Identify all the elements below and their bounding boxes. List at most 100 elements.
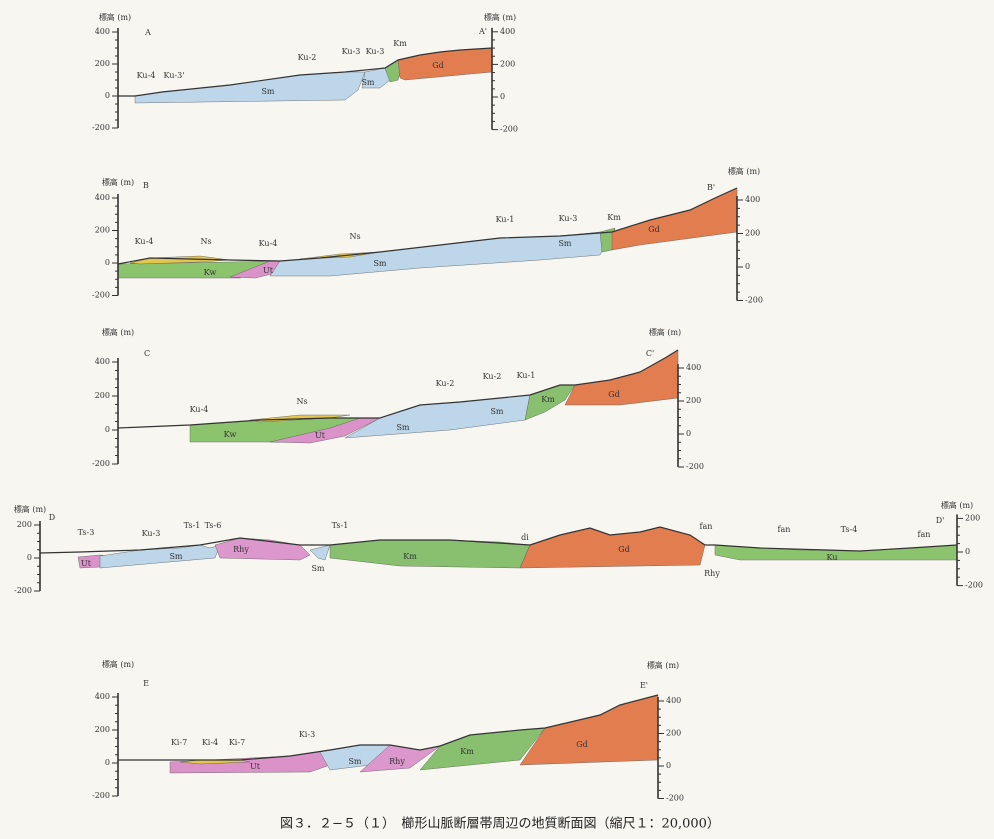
unit-label: Ku-3: [559, 214, 578, 223]
section-end: D': [936, 516, 945, 525]
unit-label: Ku-1: [496, 215, 515, 224]
unit-label: Ku-4: [190, 405, 209, 414]
unit-label: Ts-1: [332, 521, 349, 530]
axis-label: 標高 (m): [102, 327, 134, 337]
unit-label: Km: [403, 552, 417, 561]
section-end: D: [49, 513, 55, 522]
ground-surface: [117, 349, 679, 429]
rock-unit: [344, 394, 531, 439]
unit-label: fan: [778, 525, 791, 534]
tick-label: -200: [92, 123, 110, 132]
tick-label: 400: [745, 195, 760, 204]
section-end: A: [144, 28, 151, 37]
tick-label: -200: [500, 125, 518, 134]
tick-label: 200: [95, 59, 110, 68]
tick-label: 200: [745, 229, 760, 238]
section-end: E: [143, 679, 149, 688]
unit-label: Ki-7: [229, 738, 245, 747]
tick-label: 400: [95, 193, 110, 202]
rock-unit: [309, 544, 331, 561]
unit-label: Ns: [349, 232, 360, 241]
section-end: C': [646, 349, 654, 358]
axis-label: 標高 (m): [102, 659, 134, 669]
unit-label: Ku-3: [366, 47, 385, 56]
axis-label: 標高 (m): [941, 500, 973, 510]
unit-label: Ku-4: [259, 239, 278, 248]
unit-label: Gd: [576, 740, 588, 749]
unit-label: Ts-4: [841, 525, 858, 534]
tick-label: -200: [686, 462, 704, 471]
unit-label: Sm: [261, 87, 274, 96]
tick-label: 400: [95, 27, 110, 36]
unit-label: Ku-3': [164, 71, 185, 80]
rock-unit: [397, 47, 493, 81]
caption: 図３．２−５（１） 櫛形山脈断層帯周辺の地質断面図（縮尺１：20,000）: [280, 816, 720, 832]
unit-label: Gd: [608, 390, 620, 399]
unit-label: Ut: [81, 559, 92, 568]
unit-label: Km: [393, 39, 407, 48]
unit-label: Ut: [315, 431, 326, 440]
tick-label: 200: [95, 391, 110, 400]
tick-label: 0: [105, 258, 110, 267]
rock-unit: [519, 526, 706, 569]
rock-unit: [329, 539, 531, 569]
ground-surface: [118, 694, 659, 761]
tick-label: -200: [92, 459, 110, 468]
unit-label: Sm: [361, 78, 374, 87]
unit-label: Sm: [373, 259, 386, 268]
ground-surface: [118, 47, 493, 97]
unit-label: Sm: [311, 564, 324, 573]
unit-label: fan: [918, 530, 931, 539]
tick-label: -200: [965, 581, 983, 590]
tick-label: -200: [92, 791, 110, 800]
unit-label: Km: [607, 213, 621, 222]
section-end: B: [143, 181, 149, 190]
ground-surface: [117, 187, 738, 265]
unit-label: fan: [700, 522, 713, 531]
axis-label: 標高 (m): [484, 12, 516, 22]
tick-label: 200: [17, 520, 32, 529]
tick-label: 400: [666, 696, 681, 705]
tick-label: 200: [965, 513, 980, 522]
section-end: E': [640, 681, 648, 690]
unit-label: Ki-3: [299, 730, 315, 739]
unit-label: Kw: [204, 268, 217, 277]
axis-label: 標高 (m): [14, 504, 46, 514]
unit-label: Sm: [396, 423, 409, 432]
unit-label: Gd: [432, 61, 444, 70]
axis-label: 標高 (m): [649, 327, 681, 337]
tick-label: -200: [14, 586, 32, 595]
unit-label: Ku-1: [517, 371, 536, 380]
tick-label: 0: [745, 262, 750, 271]
tick-label: 0: [105, 758, 110, 767]
unit-label: Ki-7: [171, 738, 187, 747]
tick-label: 200: [95, 226, 110, 235]
tick-label: -200: [745, 296, 763, 305]
unit-label: Gd: [648, 225, 660, 234]
tick-label: 200: [95, 725, 110, 734]
unit-label: Ku-3: [342, 47, 361, 56]
unit-label: Kw: [224, 430, 237, 439]
unit-label: di: [521, 533, 529, 542]
unit-label: Rhy: [389, 757, 405, 766]
axis-label: 標高 (m): [647, 660, 679, 670]
unit-label: Ku-2: [298, 53, 317, 62]
unit-label: Km: [541, 395, 555, 404]
tick-label: 0: [965, 547, 970, 556]
unit-label: Ts-1: [184, 521, 201, 530]
unit-label: Gd: [618, 545, 630, 554]
unit-label: Ku-2: [483, 372, 502, 381]
tick-label: 0: [686, 429, 691, 438]
ground-surface: [39, 526, 958, 554]
axis-label: 標高 (m): [728, 166, 760, 176]
unit-label: Ut: [263, 266, 274, 275]
axis-label: 標高 (m): [99, 12, 131, 22]
unit-label: Rhy: [233, 545, 249, 554]
unit-label: Ts-3: [78, 528, 95, 537]
unit-label: Sm: [490, 407, 503, 416]
unit-label: Ku-3: [142, 529, 161, 538]
unit-label: Ki-4: [202, 738, 218, 747]
tick-label: -200: [92, 291, 110, 300]
unit-label: Sm: [348, 757, 361, 766]
